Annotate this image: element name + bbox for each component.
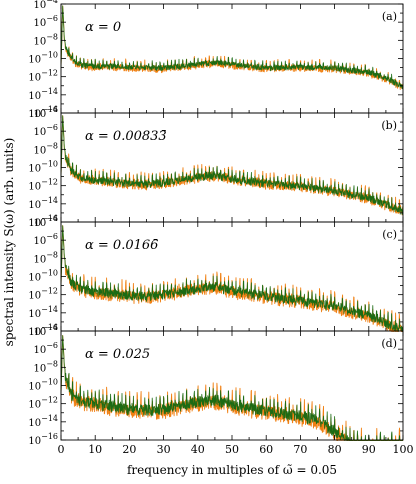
alpha-annotation: α = 0 [85, 20, 121, 35]
panel-label: (a) [382, 10, 397, 23]
y-tick-label: 10−14 [28, 305, 58, 320]
x-tick-label: 30 [157, 443, 171, 456]
y-tick-label: 10−10 [28, 160, 58, 175]
panels-group: 10−4 10−6 10−8 10−10 10−12 10−14 10−16 α = 0 (a)… [28, 0, 404, 447]
y-tick-label: 10−6 [33, 14, 58, 29]
y-tick-label: 10−10 [28, 269, 58, 284]
y-tick-label: 10−4 [33, 105, 58, 120]
series-orange-panel-1 [60, 5, 404, 90]
y-tick-label: 10−4 [33, 0, 58, 11]
y-tick-label: 10−12 [28, 178, 58, 193]
series-green-panel-1 [60, 5, 404, 89]
y-tick-label: 10−14 [28, 196, 58, 211]
y-tick-label: 10−6 [33, 341, 58, 356]
x-tick-label: 40 [191, 443, 205, 456]
y-tick-label: 10−4 [33, 214, 58, 229]
series-green-panel-3 [60, 225, 404, 332]
x-tick-label: 0 [58, 443, 65, 456]
x-tick-label: 90 [362, 443, 376, 456]
y-tick-label: 10−12 [28, 287, 58, 302]
y-axis-label: spectral intensity S(ω) (arb. units) [2, 138, 16, 347]
y-tick-label: 10−8 [33, 359, 58, 374]
x-tick-label: 100 [393, 443, 414, 456]
x-tick-label: 70 [293, 443, 307, 456]
y-tick-label: 10−12 [28, 396, 58, 411]
panel-d: 10−4 10−6 10−8 10−10 10−12 10−14 10−16 α = 0.02… [28, 323, 404, 447]
y-tick-label: 10−12 [28, 69, 58, 84]
x-tick-label: 80 [328, 443, 342, 456]
x-axis-label: frequency in multiples of ω̃ = 0.05 [127, 463, 337, 477]
y-tick-label: 10−10 [28, 51, 58, 66]
y-tick-label: 10−8 [33, 141, 58, 156]
panel-label: (d) [381, 337, 397, 350]
x-tick-labels: 0 10 20 30 40 50 60 70 80 90 100 [58, 443, 414, 456]
series-green-panel-2 [60, 115, 404, 215]
y-tick-label: 10−4 [33, 323, 58, 338]
y-tick-label: 10−10 [28, 378, 58, 393]
y-tick-label: 10−16 [28, 432, 58, 447]
x-tick-label: 50 [225, 443, 239, 456]
y-tick-label: 10−6 [33, 123, 58, 138]
y-tick-label: 10−8 [33, 32, 58, 47]
y-tick-label: 10−14 [28, 414, 58, 429]
alpha-annotation: α = 0.00833̄ [85, 129, 167, 144]
x-tick-label: 60 [259, 443, 273, 456]
y-tick-label: 10−14 [28, 87, 58, 102]
y-tick-label: 10−8 [33, 250, 58, 265]
y-tick-label: 10−6 [33, 232, 58, 247]
x-tick-label: 20 [122, 443, 136, 456]
panel-label: (c) [382, 228, 397, 241]
alpha-annotation: α = 0.0166̄ [85, 238, 158, 253]
panel-label: (b) [381, 119, 397, 132]
series-green-panel-4 [60, 335, 404, 441]
x-tick-label: 10 [88, 443, 102, 456]
alpha-annotation: α = 0.025 [85, 347, 150, 362]
